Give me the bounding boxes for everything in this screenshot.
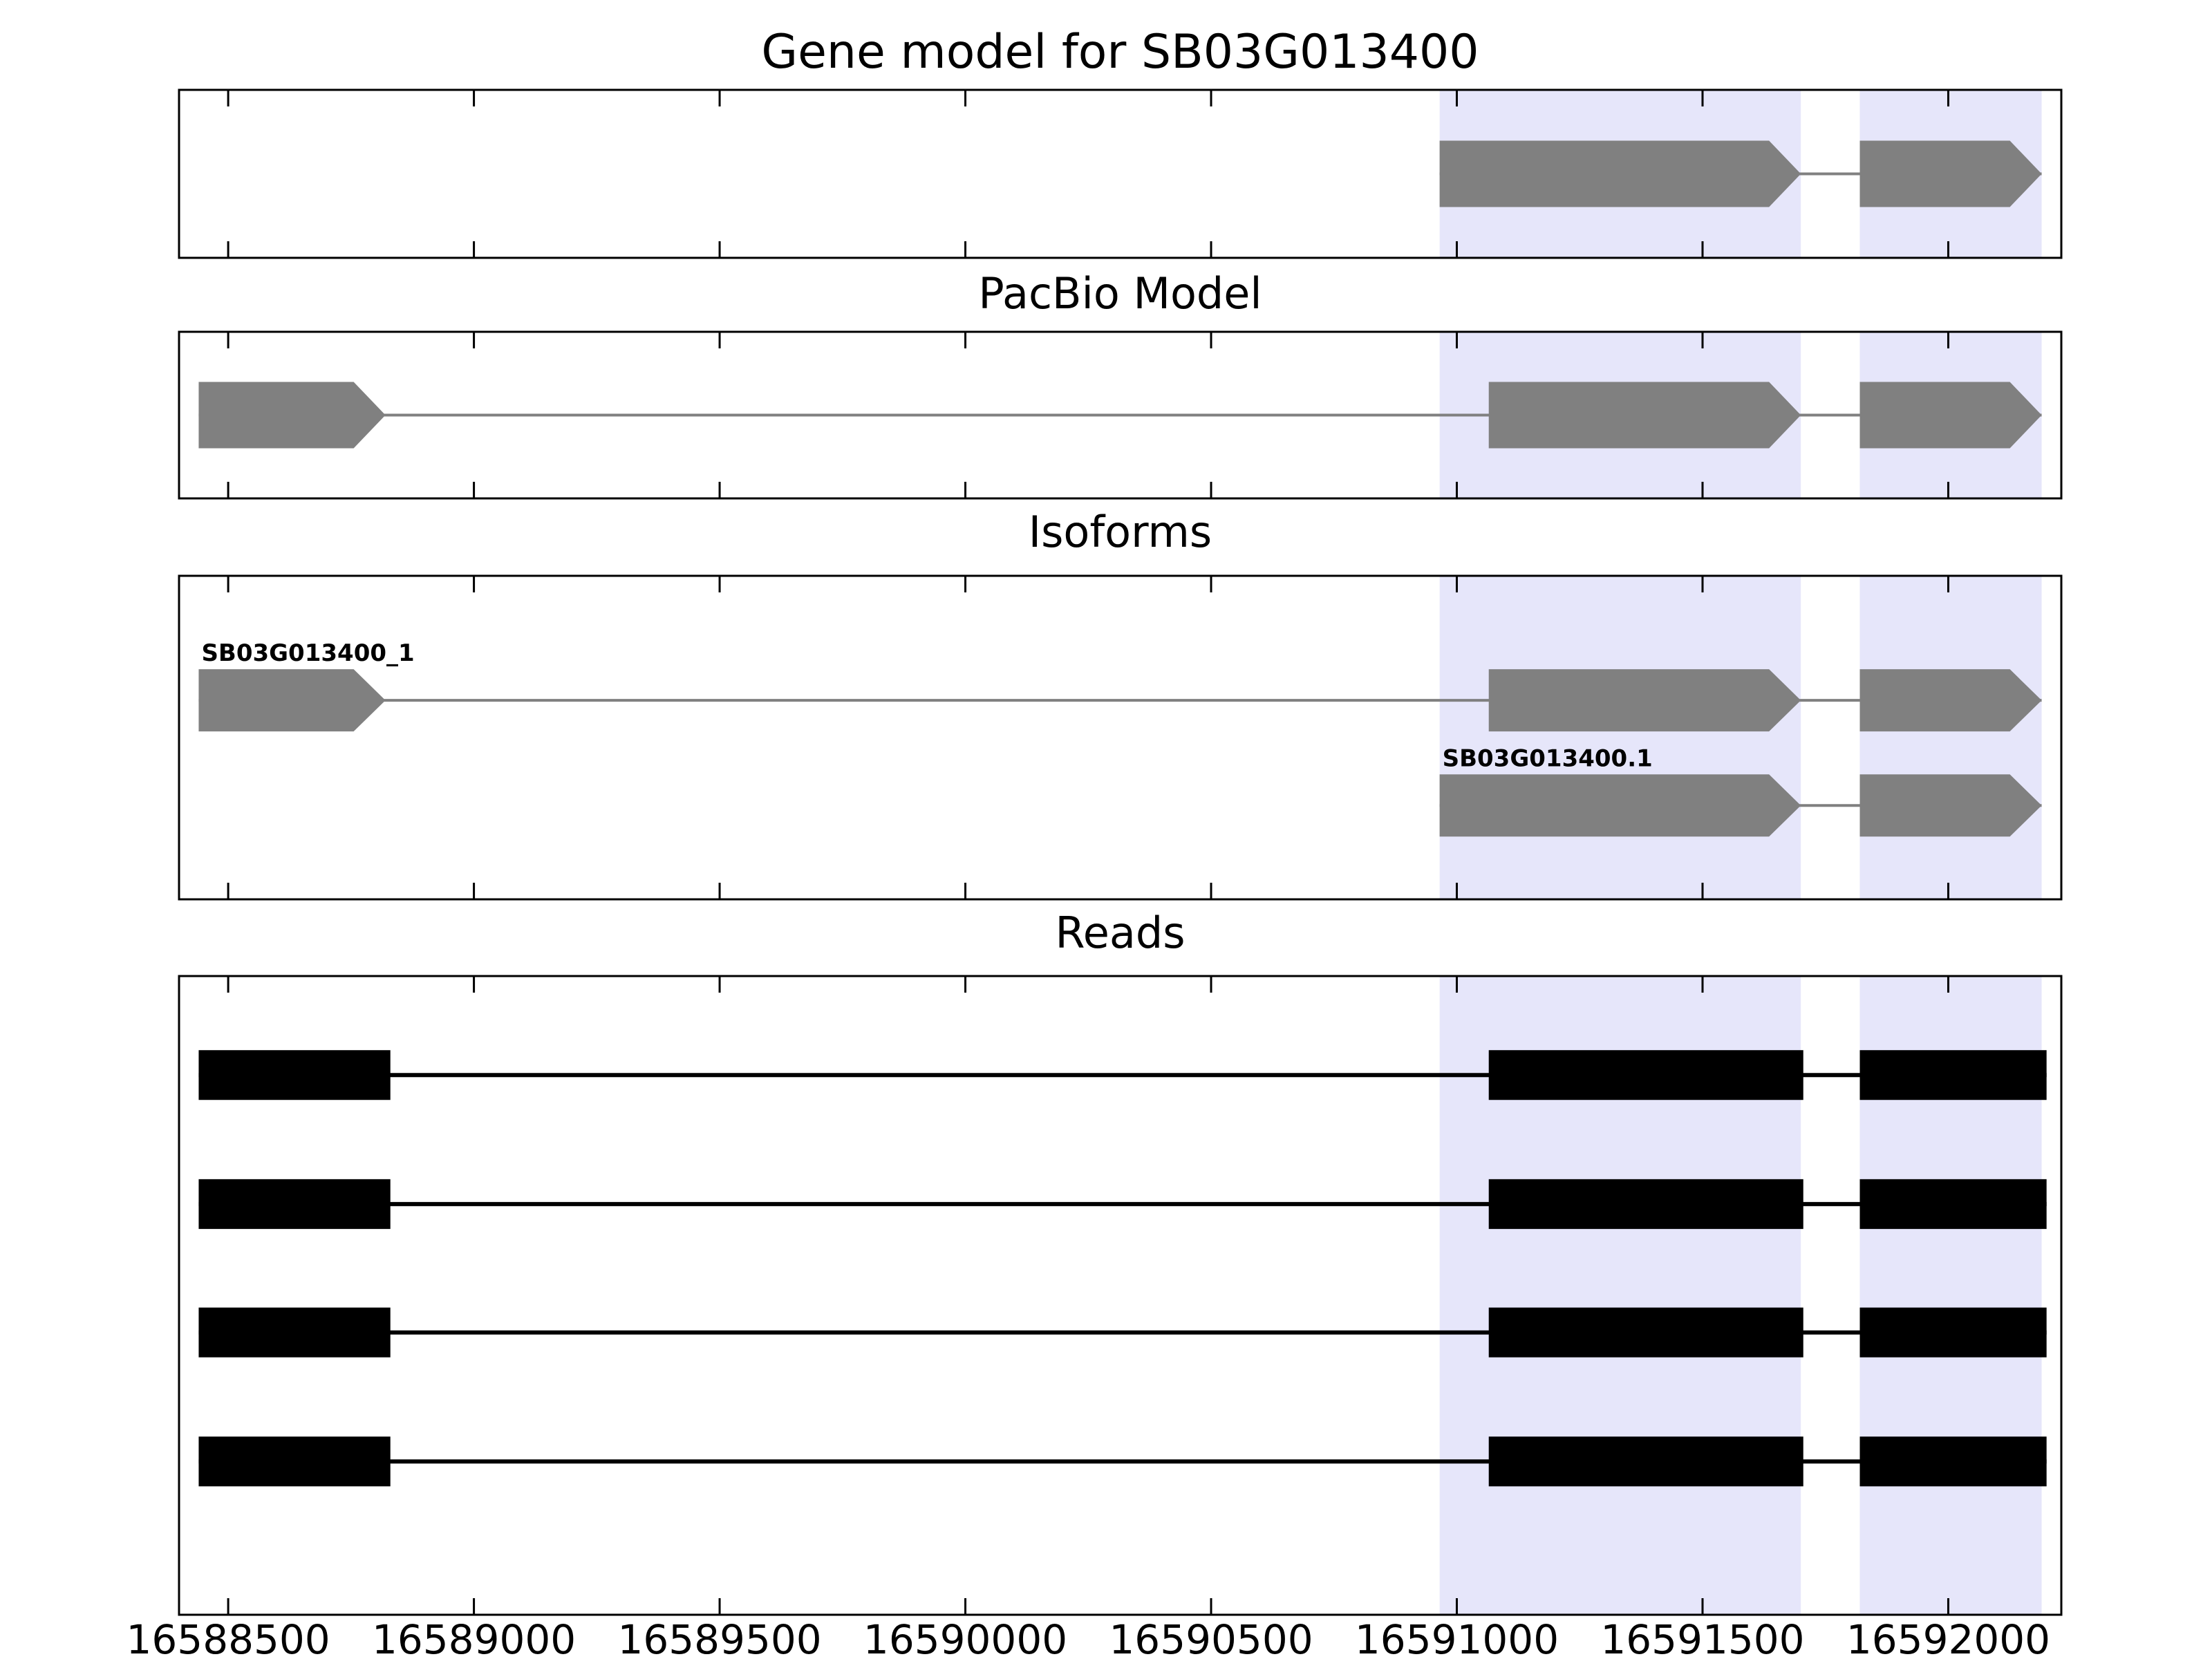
read-exon xyxy=(1859,1050,2047,1100)
x-tick-label: 16591000 xyxy=(1355,1616,1559,1659)
x-tick-label: 16592000 xyxy=(1846,1616,2050,1659)
exon-arrow xyxy=(1488,382,1801,449)
x-tick-label: 16591500 xyxy=(1600,1616,1804,1659)
exon-arrow xyxy=(1859,774,2042,837)
figure-title: Gene model for SB03G013400 xyxy=(761,25,1479,79)
read-exon xyxy=(198,1307,391,1358)
exon-arrow xyxy=(1439,774,1801,837)
x-tick-label: 16588500 xyxy=(126,1616,330,1659)
panel-border xyxy=(178,975,2063,1616)
exon-arrow xyxy=(1488,669,1801,732)
exon-arrow xyxy=(198,382,386,449)
exon-arrow xyxy=(1859,382,2042,449)
exon-arrow xyxy=(1859,669,2042,732)
x-tick-label: 16589500 xyxy=(617,1616,821,1659)
isoform-label: SB03G013400.1 xyxy=(1443,744,1653,772)
panel-border xyxy=(178,88,2063,259)
exon-arrow xyxy=(1439,140,1801,207)
x-tick-label: 16589000 xyxy=(372,1616,576,1659)
read-exon xyxy=(1859,1436,2047,1487)
pacbio-panel-title: PacBio Model xyxy=(978,268,1262,319)
read-exon xyxy=(1488,1050,1803,1100)
read-exon xyxy=(1488,1307,1803,1358)
highlight-band xyxy=(1859,576,2042,899)
highlight-band xyxy=(1439,576,1801,899)
read-exon xyxy=(1859,1179,2047,1229)
exon-arrow xyxy=(198,669,386,732)
exon-arrow xyxy=(1859,140,2042,207)
read-exon xyxy=(198,1436,391,1487)
x-tick-label: 16590000 xyxy=(863,1616,1067,1659)
isoform-label: SB03G013400_1 xyxy=(201,639,414,667)
read-exon xyxy=(1488,1436,1803,1487)
panel-border xyxy=(178,574,2063,901)
x-tick-label: 16590500 xyxy=(1109,1616,1313,1659)
panel-border xyxy=(178,330,2063,500)
read-exon xyxy=(1488,1179,1803,1229)
reads-panel-title: Reads xyxy=(1055,908,1185,958)
read-exon xyxy=(198,1179,391,1229)
read-exon xyxy=(198,1050,391,1100)
read-exon xyxy=(1859,1307,2047,1358)
isoforms-panel-title: Isoforms xyxy=(1028,507,1212,557)
